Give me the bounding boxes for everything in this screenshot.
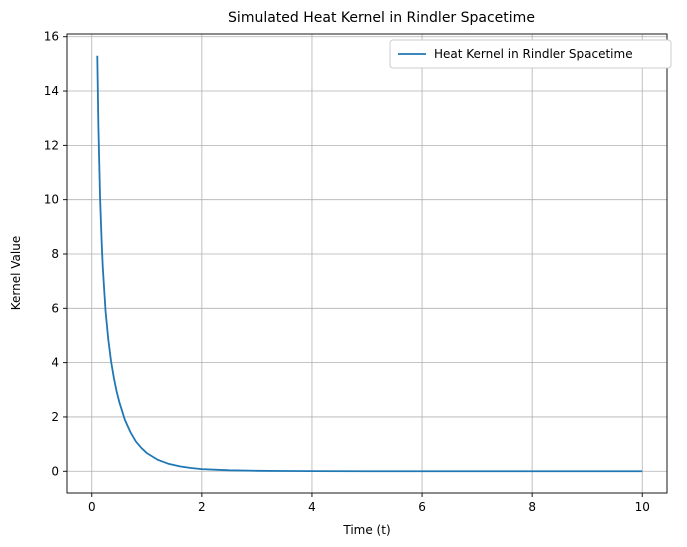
legend-label: Heat Kernel in Rindler Spacetime: [434, 47, 633, 61]
x-tick-label: 2: [198, 500, 206, 514]
legend: Heat Kernel in Rindler Spacetime: [389, 39, 672, 69]
y-tick-label: 8: [51, 247, 59, 261]
y-tick-label: 4: [51, 356, 59, 370]
x-axis-ticks: 0 2 4 6 8 10: [88, 493, 650, 514]
axes-frame: [66, 33, 668, 494]
x-tick-label: 6: [418, 500, 426, 514]
chart-title: Simulated Heat Kernel in Rindler Spaceti…: [228, 10, 535, 26]
series-line: [96, 55, 643, 473]
y-tick-label: 10: [44, 193, 59, 207]
y-tick-label: 0: [51, 464, 59, 478]
x-tick-label: 10: [635, 500, 650, 514]
y-tick-label: 16: [44, 30, 59, 44]
y-tick-label: 12: [44, 138, 59, 152]
y-tick-label: 14: [44, 84, 59, 98]
y-tick-label: 6: [51, 301, 59, 315]
plot-area: [96, 55, 643, 473]
x-tick-label: 8: [528, 500, 536, 514]
y-axis-ticks: 0 2 4 6 8 10 12 14 16: [44, 30, 67, 478]
x-tick-label: 4: [308, 500, 316, 514]
y-axis-label: Kernel Value: [9, 236, 23, 310]
x-tick-label: 0: [88, 500, 96, 514]
x-axis-label: Time (t): [342, 523, 390, 537]
grid: [67, 34, 667, 493]
legend-box: [389, 39, 672, 69]
y-tick-label: 2: [51, 410, 59, 424]
